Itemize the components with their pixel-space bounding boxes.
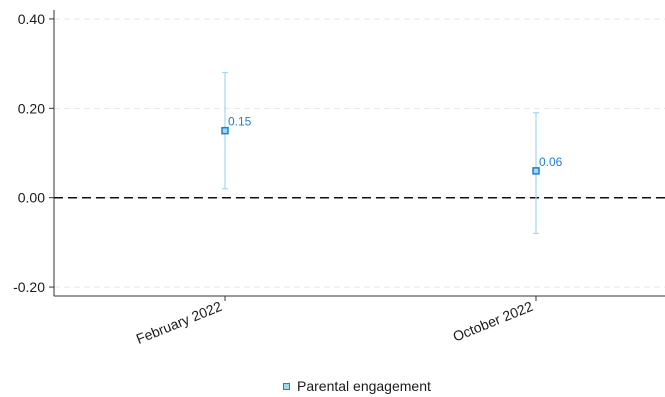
legend-label: Parental engagement: [297, 378, 431, 394]
y-tick-label: 0.00: [18, 190, 45, 206]
y-tick-label: -0.20: [13, 279, 45, 295]
data-label: 0.06: [539, 155, 563, 169]
legend-swatch: [283, 382, 290, 390]
data-point: [221, 126, 229, 135]
y-tick-label: 0.40: [18, 11, 45, 27]
x-tick-label: February 2022: [134, 298, 225, 347]
data-label: 0.15: [228, 115, 252, 129]
data-point: [532, 167, 540, 175]
chart: -0.20 0.00 0.20 0.40 February 2022 October 20…: [13, 10, 665, 347]
x-tick-label: October 2022: [450, 298, 535, 345]
legend: Parental engagement: [283, 376, 431, 396]
y-tick-label: 0.20: [18, 100, 45, 116]
